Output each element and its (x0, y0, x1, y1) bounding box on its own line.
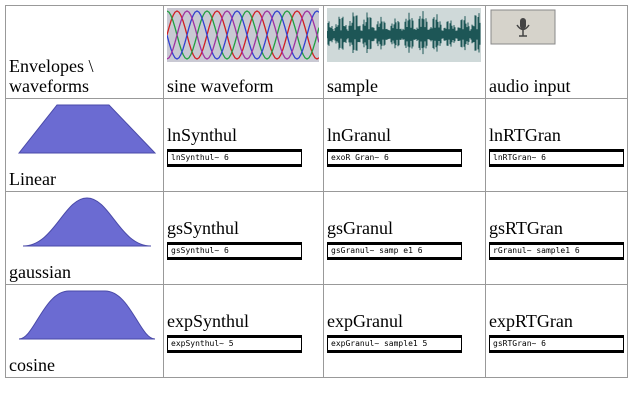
envelope-image (9, 101, 159, 157)
envelope-image (9, 287, 159, 343)
header-cell: audio input (486, 6, 628, 99)
object-name: gsSynthul (167, 218, 320, 238)
cell: expSynthul expSynthul~ 5 (164, 285, 323, 377)
envelope-cell: gaussian (6, 192, 164, 285)
patch-box: gsGranul~ samp e1 6 (327, 242, 462, 260)
envelope-shape (23, 198, 151, 246)
patch-box: gsRTGran~ 6 (489, 335, 624, 353)
header-cell: sample (324, 6, 486, 99)
mic-head (520, 18, 526, 29)
envelope-cell: Linear (6, 99, 164, 192)
cell: audio input (486, 6, 627, 98)
object-cell: expSynthul expSynthul~ 5 (164, 285, 324, 378)
header-label: Envelopes \ waveforms (9, 56, 160, 96)
envelope-image (9, 194, 159, 250)
cell: gsRTGran rGranul~ sample1 6 (486, 192, 627, 284)
cell: expGranul expGranul~ sample1 5 (324, 285, 485, 377)
cell: sine waveform (164, 6, 323, 98)
object-cell: lnRTGran lnRTGran~ 6 (486, 99, 628, 192)
header-label: sample (327, 76, 482, 96)
header-cell: sine waveform (164, 6, 324, 99)
envelope-label: cosine (9, 355, 160, 375)
table: Envelopes \ waveforms sine waveform sample… (5, 5, 628, 378)
envelope-shape (19, 105, 155, 153)
page: Envelopes \ waveforms sine waveform sample… (0, 0, 635, 415)
sample-image (327, 8, 481, 62)
header-label: audio input (489, 76, 624, 96)
cell: cosine (6, 285, 163, 377)
patch-box: expSynthul~ 5 (167, 335, 302, 353)
envelope-shape (19, 291, 155, 339)
row: Linear lnSynthul lnSynthul~ 6 lnGranul exoR … (6, 99, 628, 192)
envelope-cell: cosine (6, 285, 164, 378)
patch-box: lnSynthul~ 6 (167, 149, 302, 167)
object-name: gsRTGran (489, 218, 624, 238)
cell: expRTGran gsRTGran~ 6 (486, 285, 627, 377)
sine-waveform-image (167, 8, 319, 62)
cell: gsSynthul gsSynthul~ 6 (164, 192, 323, 284)
object-cell: expGranul expGranul~ sample1 5 (324, 285, 486, 378)
object-name: lnSynthul (167, 125, 320, 145)
object-cell: gsRTGran rGranul~ sample1 6 (486, 192, 628, 285)
cell: Envelopes \ waveforms (6, 6, 163, 98)
object-name: expSynthul (167, 311, 320, 331)
header-row: Envelopes \ waveforms sine waveform sample… (6, 6, 628, 99)
object-cell: lnSynthul lnSynthul~ 6 (164, 99, 324, 192)
object-name: expRTGran (489, 311, 624, 331)
header-cell: Envelopes \ waveforms (6, 6, 164, 99)
envelope-label: gaussian (9, 262, 160, 282)
patch-box: rGranul~ sample1 6 (489, 242, 624, 260)
cell: lnRTGran lnRTGran~ 6 (486, 99, 627, 191)
patch-box: expGranul~ sample1 5 (327, 335, 462, 353)
patch-box: exoR Gran~ 6 (327, 149, 462, 167)
object-cell: expRTGran gsRTGran~ 6 (486, 285, 628, 378)
cell: gsGranul gsGranul~ samp e1 6 (324, 192, 485, 284)
patch-box: gsSynthul~ 6 (167, 242, 302, 260)
cell: sample (324, 6, 485, 98)
object-name: gsGranul (327, 218, 482, 238)
object-name: lnGranul (327, 125, 482, 145)
header-label: sine waveform (167, 76, 320, 96)
object-name: lnRTGran (489, 125, 624, 145)
object-cell: gsSynthul gsSynthul~ 6 (164, 192, 324, 285)
cell: lnGranul exoR Gran~ 6 (324, 99, 485, 191)
patch-box: lnRTGran~ 6 (489, 149, 624, 167)
cell: gaussian (6, 192, 163, 284)
audio-input-button (489, 8, 559, 48)
object-name: expGranul (327, 311, 482, 331)
object-cell: gsGranul gsGranul~ samp e1 6 (324, 192, 486, 285)
envelope-label: Linear (9, 169, 160, 189)
cell: lnSynthul lnSynthul~ 6 (164, 99, 323, 191)
object-cell: lnGranul exoR Gran~ 6 (324, 99, 486, 192)
cell: Linear (6, 99, 163, 191)
